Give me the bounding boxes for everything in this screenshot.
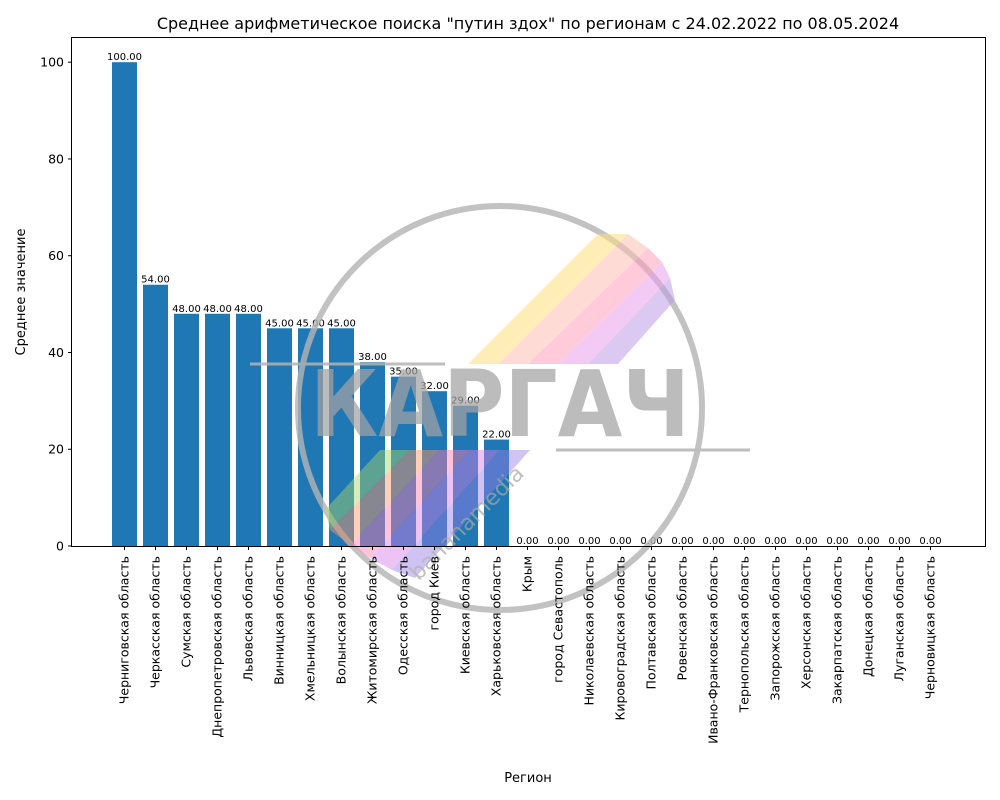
- x-tick-label: город Киев: [427, 556, 442, 630]
- bar-value-label: 0.00: [702, 536, 724, 547]
- bar-value-label: 48.00: [172, 304, 201, 315]
- watermark-logo-text: КАРГАЧ: [310, 351, 690, 458]
- bar-value-label: 38.00: [358, 352, 387, 363]
- bar-value-label: 54.00: [141, 275, 170, 286]
- bar-value-label: 0.00: [764, 536, 786, 547]
- x-tick-label: город Севастополь: [551, 556, 566, 683]
- x-tick-label: Черкасская область: [148, 556, 163, 688]
- x-tick-label: Запорожская область: [768, 556, 783, 700]
- y-axis-label: Среднее значение: [14, 229, 29, 356]
- bar-value-label: 45.00: [327, 318, 356, 329]
- bar-value-label: 48.00: [203, 304, 232, 315]
- y-tick-label: 60: [48, 248, 64, 263]
- x-tick-label: Крым: [520, 556, 535, 592]
- x-tick-label: Херсонская область: [799, 556, 814, 689]
- x-tick-label: Кировоградская область: [613, 556, 628, 721]
- x-tick-label: Винницкая область: [272, 556, 287, 685]
- bar-value-label: 100.00: [107, 52, 142, 63]
- bar-value-label: 29.00: [451, 396, 480, 407]
- bar-value-label: 0.00: [609, 536, 631, 547]
- bar: [453, 405, 478, 546]
- y-axis-ticks: 0 20 40 60 80 100: [40, 55, 72, 554]
- y-tick-label: 0: [56, 539, 64, 554]
- y-tick-label: 20: [48, 442, 64, 457]
- bar-value-label: 0.00: [826, 536, 848, 547]
- bar: [205, 313, 230, 546]
- bar-value-label: 0.00: [888, 536, 910, 547]
- x-tick-label: Луганская область: [892, 556, 907, 681]
- bar-value-label: 45.00: [265, 318, 294, 329]
- plot-frame: [71, 37, 986, 547]
- bar-value-label: 0.00: [919, 536, 941, 547]
- bars-group: [112, 62, 509, 546]
- bar-value-label: 0.00: [516, 536, 538, 547]
- x-tick-label: Днепропетровская область: [210, 556, 225, 738]
- bar-value-label: 0.00: [547, 536, 569, 547]
- y-tick-label: 100: [40, 55, 64, 70]
- x-tick-label: Тернопольская область: [737, 556, 752, 713]
- bar-value-label: 0.00: [671, 536, 693, 547]
- bar-value-label: 0.00: [857, 536, 879, 547]
- x-tick-label: Донецкая область: [861, 556, 876, 677]
- x-tick-label: Черновицкая область: [923, 556, 938, 699]
- bar-value-label: 0.00: [795, 536, 817, 547]
- bar: [391, 376, 416, 546]
- x-tick-label: Львовская область: [241, 556, 256, 681]
- bar: [143, 284, 168, 546]
- bar: [267, 328, 292, 546]
- x-axis-label: Регион: [504, 771, 552, 786]
- bar: [174, 313, 199, 546]
- bar: [360, 362, 385, 546]
- bar: [236, 313, 261, 546]
- y-tick-label: 40: [48, 345, 64, 360]
- bar-value-label: 45.00: [296, 318, 325, 329]
- x-tick-label: Закарпатская область: [830, 556, 845, 704]
- chart-title: Среднее арифметическое поиска "путин здо…: [157, 14, 899, 33]
- bar-value-label: 32.00: [420, 381, 449, 392]
- x-tick-label: Хмельницкая область: [303, 556, 318, 701]
- x-axis-ticks: Черниговская область Черкасская область Су…: [117, 546, 938, 744]
- bar-value-label: 48.00: [234, 304, 263, 315]
- bar-value-label: 0.00: [733, 536, 755, 547]
- x-tick-label: Одесская область: [396, 556, 411, 675]
- x-tick-label: Волынская область: [334, 556, 349, 684]
- watermark-logo: КАРГАЧ bananamedia: [250, 203, 750, 613]
- x-tick-label: Ровенская область: [675, 556, 690, 681]
- y-tick-label: 80: [48, 151, 64, 166]
- x-tick-label: Киевская область: [458, 556, 473, 674]
- x-tick-label: Николаевская область: [582, 556, 597, 706]
- x-tick-label: Житомирская область: [365, 556, 380, 704]
- bar-value-label: 0.00: [578, 536, 600, 547]
- x-tick-label: Ивано-Франковская область: [706, 556, 721, 744]
- x-tick-label: Черниговская область: [117, 556, 132, 704]
- bar: [422, 391, 447, 546]
- bar-value-label: 22.00: [482, 430, 511, 441]
- bar: [112, 62, 137, 546]
- bar: [484, 439, 509, 546]
- x-tick-label: Полтавская область: [644, 556, 659, 689]
- x-tick-label: Харьковская область: [489, 556, 504, 696]
- bar-value-label: 35.00: [389, 367, 418, 378]
- x-tick-label: Сумская область: [179, 556, 194, 668]
